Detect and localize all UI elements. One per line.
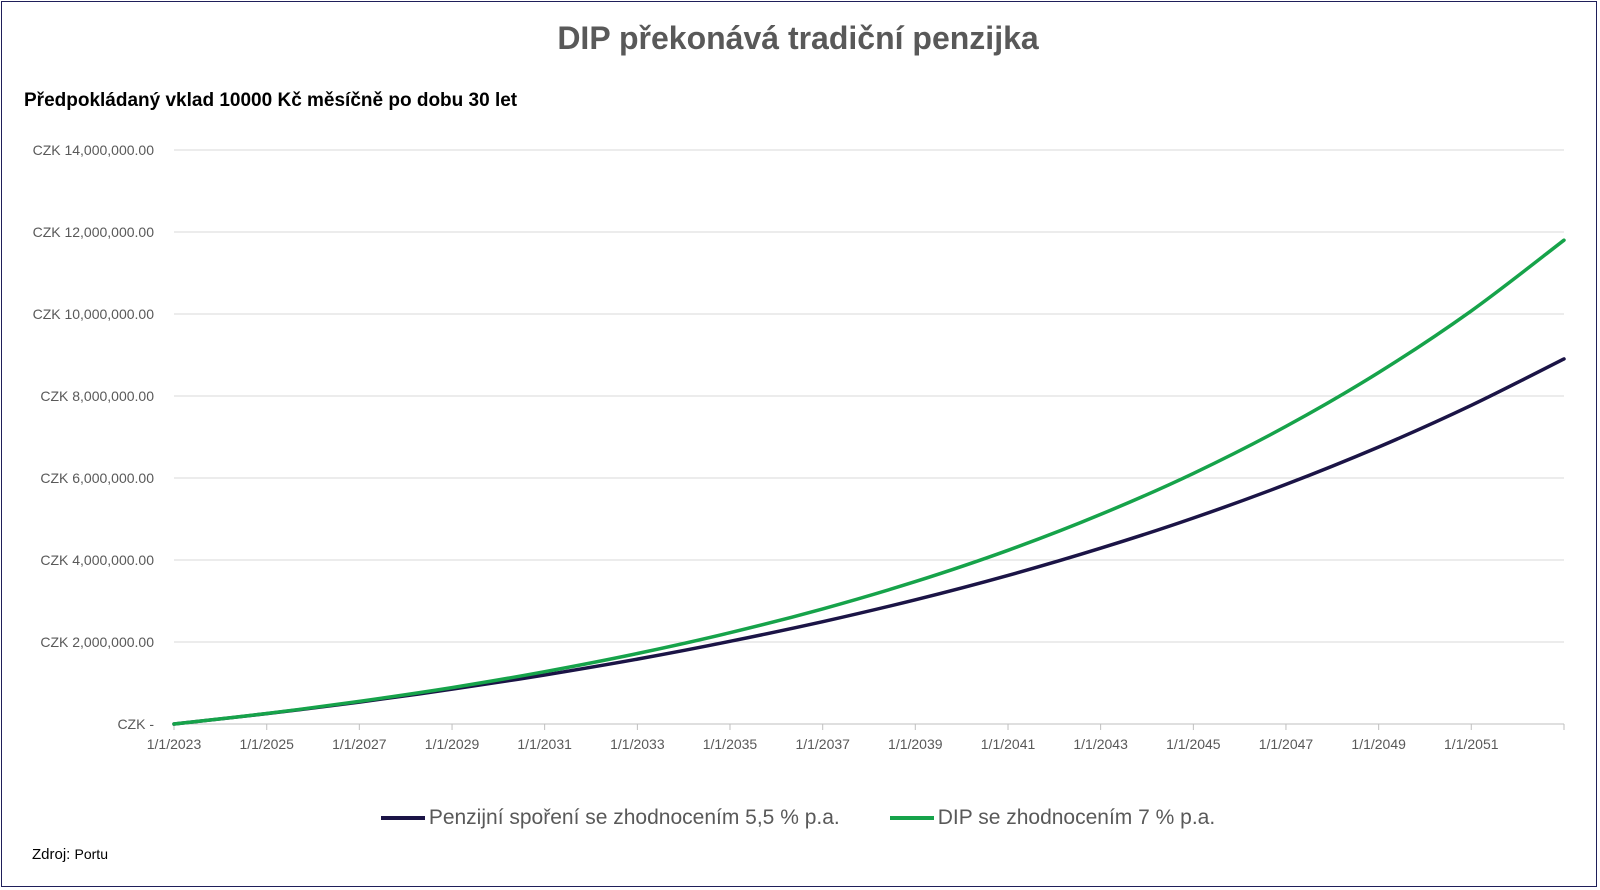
series-lines — [172, 238, 1566, 726]
source-label: Zdroj: — [32, 846, 71, 863]
x-tick-label: 1/1/2035 — [703, 736, 758, 752]
x-tick-label: 1/1/2027 — [332, 736, 387, 752]
x-tick-label: 1/1/2029 — [425, 736, 480, 752]
source-note: Zdroj: Portu — [32, 846, 108, 863]
x-tick-label: 1/1/2045 — [1166, 736, 1221, 752]
y-tick-label: CZK 8,000,000.00 — [40, 388, 154, 404]
y-axis: CZK - CZK 2,000,000.00 CZK 4,000,000.00 CZK… — [33, 142, 155, 732]
x-tick-label: 1/1/2023 — [147, 736, 202, 752]
y-tick-label: CZK 6,000,000.00 — [40, 470, 154, 486]
y-tick-label: CZK 12,000,000.00 — [33, 224, 155, 240]
x-tick-label: 1/1/2043 — [1073, 736, 1128, 752]
gridlines — [174, 149, 1564, 643]
chart-title: DIP překonává tradiční penzijka — [557, 20, 1039, 56]
legend-label-pension: Penzijní spoření se zhodnocením 5,5 % p.… — [428, 806, 840, 829]
x-tick-label: 1/1/2037 — [795, 736, 850, 752]
x-tick-label: 1/1/2033 — [610, 736, 665, 752]
x-tick-label: 1/1/2025 — [239, 736, 294, 752]
legend-item-pension: Penzijní spoření se zhodnocením 5,5 % p.… — [380, 806, 840, 830]
legend-swatch-dip — [889, 816, 934, 820]
x-tick-label: 1/1/2039 — [888, 736, 943, 752]
legend-swatch-pension — [380, 816, 425, 820]
y-tick-label: CZK 4,000,000.00 — [40, 552, 154, 568]
x-tick-label: 1/1/2031 — [517, 736, 572, 752]
y-tick-label: CZK 2,000,000.00 — [40, 634, 154, 650]
x-tick-label: 1/1/2041 — [981, 736, 1036, 752]
y-tick-label: CZK - — [117, 716, 154, 732]
legend-item-dip: DIP se zhodnocením 7 % p.a. — [889, 806, 1216, 830]
y-tick-label: CZK 10,000,000.00 — [33, 306, 155, 322]
x-tick-label: 1/1/2047 — [1259, 736, 1314, 752]
source-value: Portu — [74, 846, 108, 862]
x-tick-label: 1/1/2051 — [1444, 736, 1499, 752]
chart-subtitle: Předpokládaný vklad 10000 Kč měsíčně po … — [24, 90, 518, 111]
x-axis: 1/1/2023 1/1/2025 1/1/2027 1/1/2029 1/1/2031… — [147, 723, 1565, 752]
legend: Penzijní spoření se zhodnocením 5,5 % p.… — [0, 806, 1596, 830]
series-line-pension — [172, 357, 1566, 726]
legend-label-dip: DIP se zhodnocením 7 % p.a. — [937, 806, 1216, 829]
x-tick-label: 1/1/2049 — [1351, 736, 1406, 752]
series-line-dip — [172, 238, 1566, 726]
y-tick-label: CZK 14,000,000.00 — [33, 142, 155, 158]
chart-plot: CZK - CZK 2,000,000.00 CZK 4,000,000.00 CZK… — [33, 142, 1566, 752]
